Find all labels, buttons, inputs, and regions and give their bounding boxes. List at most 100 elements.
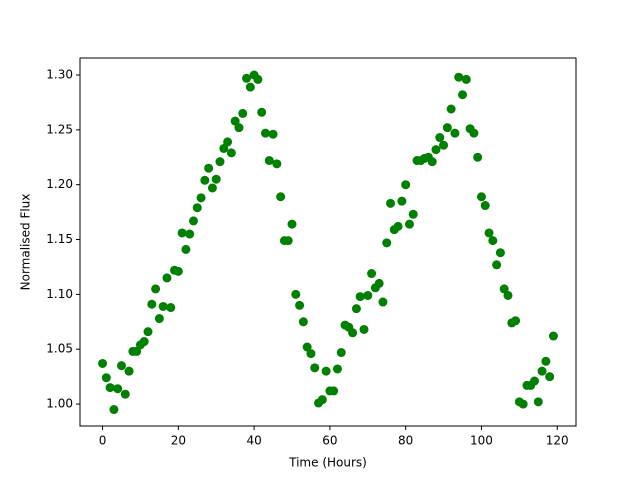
- data-point: [188, 216, 198, 226]
- data-point: [200, 175, 210, 185]
- data-point: [298, 317, 308, 327]
- y-tick-label: 1.25: [46, 122, 73, 136]
- data-point: [386, 198, 396, 208]
- data-point: [533, 397, 543, 407]
- data-point: [488, 236, 498, 246]
- data-point: [204, 163, 214, 173]
- data-point: [242, 73, 252, 83]
- data-point: [548, 331, 558, 341]
- y-tick-label: 1.00: [46, 397, 73, 411]
- data-point: [374, 278, 384, 288]
- data-point: [469, 128, 479, 138]
- data-point: [283, 236, 293, 246]
- data-point: [219, 143, 229, 153]
- data-point: [329, 386, 339, 396]
- y-tick-label: 1.20: [46, 177, 73, 191]
- data-point: [143, 327, 153, 337]
- data-point: [151, 284, 161, 294]
- data-point: [105, 383, 115, 393]
- data-point: [431, 145, 441, 155]
- data-point: [132, 346, 142, 356]
- data-point: [336, 348, 346, 358]
- data-point: [401, 180, 411, 190]
- data-point: [124, 366, 134, 376]
- data-point: [177, 228, 187, 238]
- data-point: [393, 221, 403, 231]
- data-point: [530, 376, 540, 386]
- data-point: [450, 128, 460, 138]
- data-point: [321, 366, 331, 376]
- data-point: [408, 209, 418, 219]
- plot-frame: [79, 57, 577, 427]
- data-point: [147, 299, 157, 309]
- data-point: [492, 260, 502, 270]
- data-point: [439, 140, 449, 150]
- data-point: [461, 74, 471, 84]
- data-point: [215, 157, 225, 167]
- data-point: [272, 159, 282, 169]
- data-point: [207, 183, 217, 193]
- data-point: [185, 229, 195, 239]
- y-axis-label: Normalised Flux: [19, 194, 33, 291]
- data-point: [382, 238, 392, 248]
- data-point: [257, 107, 267, 117]
- data-point: [238, 108, 248, 118]
- x-tick-label: 80: [398, 434, 413, 448]
- data-point: [234, 123, 244, 133]
- data-point: [480, 201, 490, 211]
- y-tick-label: 1.15: [46, 232, 73, 246]
- data-point: [332, 364, 342, 374]
- data-point: [310, 363, 320, 373]
- data-point: [484, 228, 494, 238]
- x-tick-label: 120: [546, 434, 569, 448]
- data-point: [291, 289, 301, 299]
- data-point: [181, 244, 191, 254]
- data-point: [378, 297, 388, 307]
- data-point: [211, 174, 221, 184]
- data-point: [101, 373, 111, 383]
- data-point: [230, 116, 240, 126]
- data-point: [173, 266, 183, 276]
- data-point: [306, 349, 316, 359]
- data-point: [404, 219, 414, 229]
- data-point: [518, 399, 528, 409]
- data-point: [260, 128, 270, 138]
- data-point: [503, 290, 513, 300]
- data-point: [545, 372, 555, 382]
- x-tick-label: 60: [322, 434, 337, 448]
- data-point: [268, 129, 278, 139]
- data-point: [158, 301, 168, 311]
- y-tick-label: 1.05: [46, 342, 73, 356]
- data-point: [196, 193, 206, 203]
- data-point: [245, 82, 255, 92]
- data-point: [363, 290, 373, 300]
- x-axis-label: Time (Hours): [288, 456, 367, 470]
- data-point: [109, 405, 119, 415]
- data-point: [264, 156, 274, 166]
- data-point: [139, 337, 149, 347]
- x-tick-label: 100: [470, 434, 493, 448]
- data-point: [476, 192, 486, 202]
- data-point: [166, 303, 176, 313]
- data-point: [427, 157, 437, 167]
- data-point: [348, 328, 358, 338]
- data-point: [162, 273, 172, 283]
- data-point: [537, 366, 547, 376]
- y-tick-label: 1.30: [46, 68, 73, 82]
- data-point: [295, 300, 305, 310]
- data-point: [473, 152, 483, 162]
- data-point: [302, 342, 312, 352]
- data-point: [154, 314, 164, 324]
- data-point: [355, 292, 365, 302]
- x-tick-label: 40: [246, 434, 261, 448]
- data-point: [359, 324, 369, 334]
- data-point: [351, 304, 361, 314]
- x-tick-label: 20: [171, 434, 186, 448]
- data-point: [226, 148, 236, 158]
- data-point: [511, 316, 521, 326]
- data-point: [446, 104, 456, 114]
- data-point: [120, 389, 130, 399]
- data-point: [98, 358, 108, 368]
- data-point: [454, 72, 464, 82]
